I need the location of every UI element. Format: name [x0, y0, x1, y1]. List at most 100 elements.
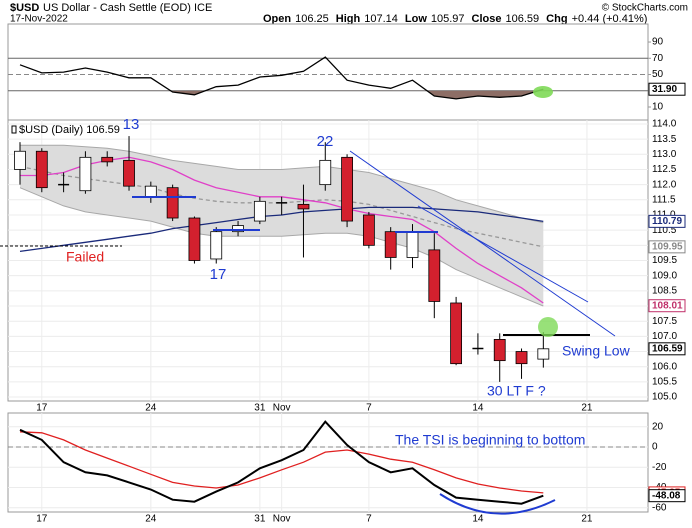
highlight-circle — [538, 317, 558, 337]
candle-body — [166, 187, 179, 219]
annotation: Failed — [66, 249, 104, 265]
x-tick-label: 7 — [366, 403, 372, 414]
y-tick-label: 105.0 — [652, 392, 677, 403]
y-tick-label: 112.0 — [652, 179, 677, 190]
x-tick-label: 31 — [254, 514, 266, 525]
tsi-frame — [7, 412, 649, 513]
series-line — [19, 165, 544, 248]
candle-body — [537, 348, 550, 360]
y-tick-label: -60 — [652, 502, 667, 513]
candle-body — [144, 185, 157, 198]
quote-label: Open — [263, 13, 291, 25]
quote-value: 107.14 — [364, 13, 398, 25]
x-tick-label: Nov — [273, 403, 291, 414]
annotation: Swing Low — [562, 343, 631, 359]
highlight-circle — [533, 86, 553, 98]
x-tick-label: 14 — [472, 403, 484, 414]
value-tag-label: -48.08 — [652, 490, 681, 501]
candle-body — [406, 231, 419, 258]
quote-value: 105.97 — [431, 13, 465, 25]
x-tick-label: 21 — [581, 514, 593, 525]
annotation: 22 — [317, 133, 334, 150]
quote-value: +0.44 (+0.41%) — [572, 13, 648, 25]
band-upper — [20, 144, 544, 224]
bottom-arc — [439, 493, 556, 515]
candle-body — [428, 249, 441, 302]
quote-label: Chg — [546, 13, 567, 25]
series-line — [19, 56, 544, 100]
date: 17-Nov-2022 — [10, 14, 68, 25]
trend-line — [349, 150, 616, 337]
value-tag-label: 108.01 — [652, 300, 683, 311]
y-tick-label: 90 — [652, 37, 664, 48]
y-tick-label: 111.5 — [652, 194, 676, 205]
candle-body — [232, 225, 244, 233]
annotation: The TSI is beginning to bottom — [395, 432, 585, 448]
candle-body — [253, 200, 266, 222]
quote-label: Close — [472, 13, 502, 25]
annotation: 13 — [123, 116, 140, 133]
candle-body — [362, 214, 375, 246]
y-tick-label: 113.0 — [652, 149, 677, 160]
x-tick-label: 31 — [254, 403, 266, 414]
y-tick-label: 109.5 — [652, 255, 677, 266]
candle-body — [341, 156, 353, 222]
quote-label: High — [336, 13, 361, 25]
candle-body — [101, 156, 114, 163]
candle-body — [515, 351, 528, 365]
x-tick-label: 7 — [366, 514, 372, 525]
candle-body — [35, 150, 48, 189]
y-tick-label: 105.5 — [652, 377, 677, 388]
x-tick-label: Nov — [273, 514, 291, 525]
candle-body — [450, 302, 463, 365]
annotation: 17 — [210, 266, 227, 283]
candle-body — [297, 203, 310, 210]
series-line — [19, 206, 544, 253]
x-tick-label: 24 — [145, 514, 157, 525]
x-tick-label: 21 — [581, 403, 593, 414]
x-tick-label: 24 — [145, 403, 157, 414]
value-tag-label: 31.90 — [652, 84, 677, 95]
y-tick-label: 107.5 — [652, 316, 677, 327]
y-tick-label: 113.5 — [652, 134, 677, 145]
candle-body — [384, 231, 397, 258]
y-tick-label: 114.0 — [652, 119, 677, 130]
x-tick-label: 17 — [36, 514, 48, 525]
y-tick-label: 0 — [652, 442, 658, 453]
y-tick-label: 108.5 — [652, 285, 677, 296]
series-line — [19, 431, 544, 494]
candle-body — [188, 217, 201, 261]
panel: 172431Nov71421200-20-40-60-45.35-48.08Th… — [8, 413, 686, 525]
candle-body — [210, 231, 223, 260]
series-line — [19, 420, 544, 505]
y-tick-label: 112.5 — [652, 164, 677, 175]
y-tick-label: 50 — [652, 69, 664, 80]
y-tick-label: 10 — [652, 102, 664, 113]
symbol: $USD — [10, 2, 39, 14]
annotation: 30 LT F ? — [487, 383, 546, 399]
legend-icon — [11, 125, 17, 134]
candle-body — [123, 159, 135, 187]
band-lower — [19, 187, 544, 307]
value-tag — [648, 240, 686, 254]
security-name: US Dollar - Cash Settle (EOD) ICE — [43, 2, 212, 14]
y-tick-label: 110.5 — [652, 225, 677, 236]
candle-body — [14, 150, 26, 170]
drawings — [0, 86, 616, 515]
y-tick-label: -20 — [652, 462, 667, 473]
y-tick-label: 109.0 — [652, 270, 677, 281]
y-tick-label: 107.0 — [652, 331, 677, 342]
quote-value: 106.25 — [295, 13, 329, 25]
value-tag — [648, 82, 686, 96]
candle-body — [493, 338, 506, 362]
panel: 10 50 70 90 31.90 — [8, 37, 686, 113]
credit: © StockCharts.com — [602, 3, 688, 14]
value-tag — [648, 342, 686, 356]
y-tick-label: 106.0 — [652, 361, 677, 372]
value-tag-label: 106.59 — [652, 343, 683, 354]
oversold-fill — [170, 90, 539, 99]
quote-label: Low — [405, 13, 427, 25]
